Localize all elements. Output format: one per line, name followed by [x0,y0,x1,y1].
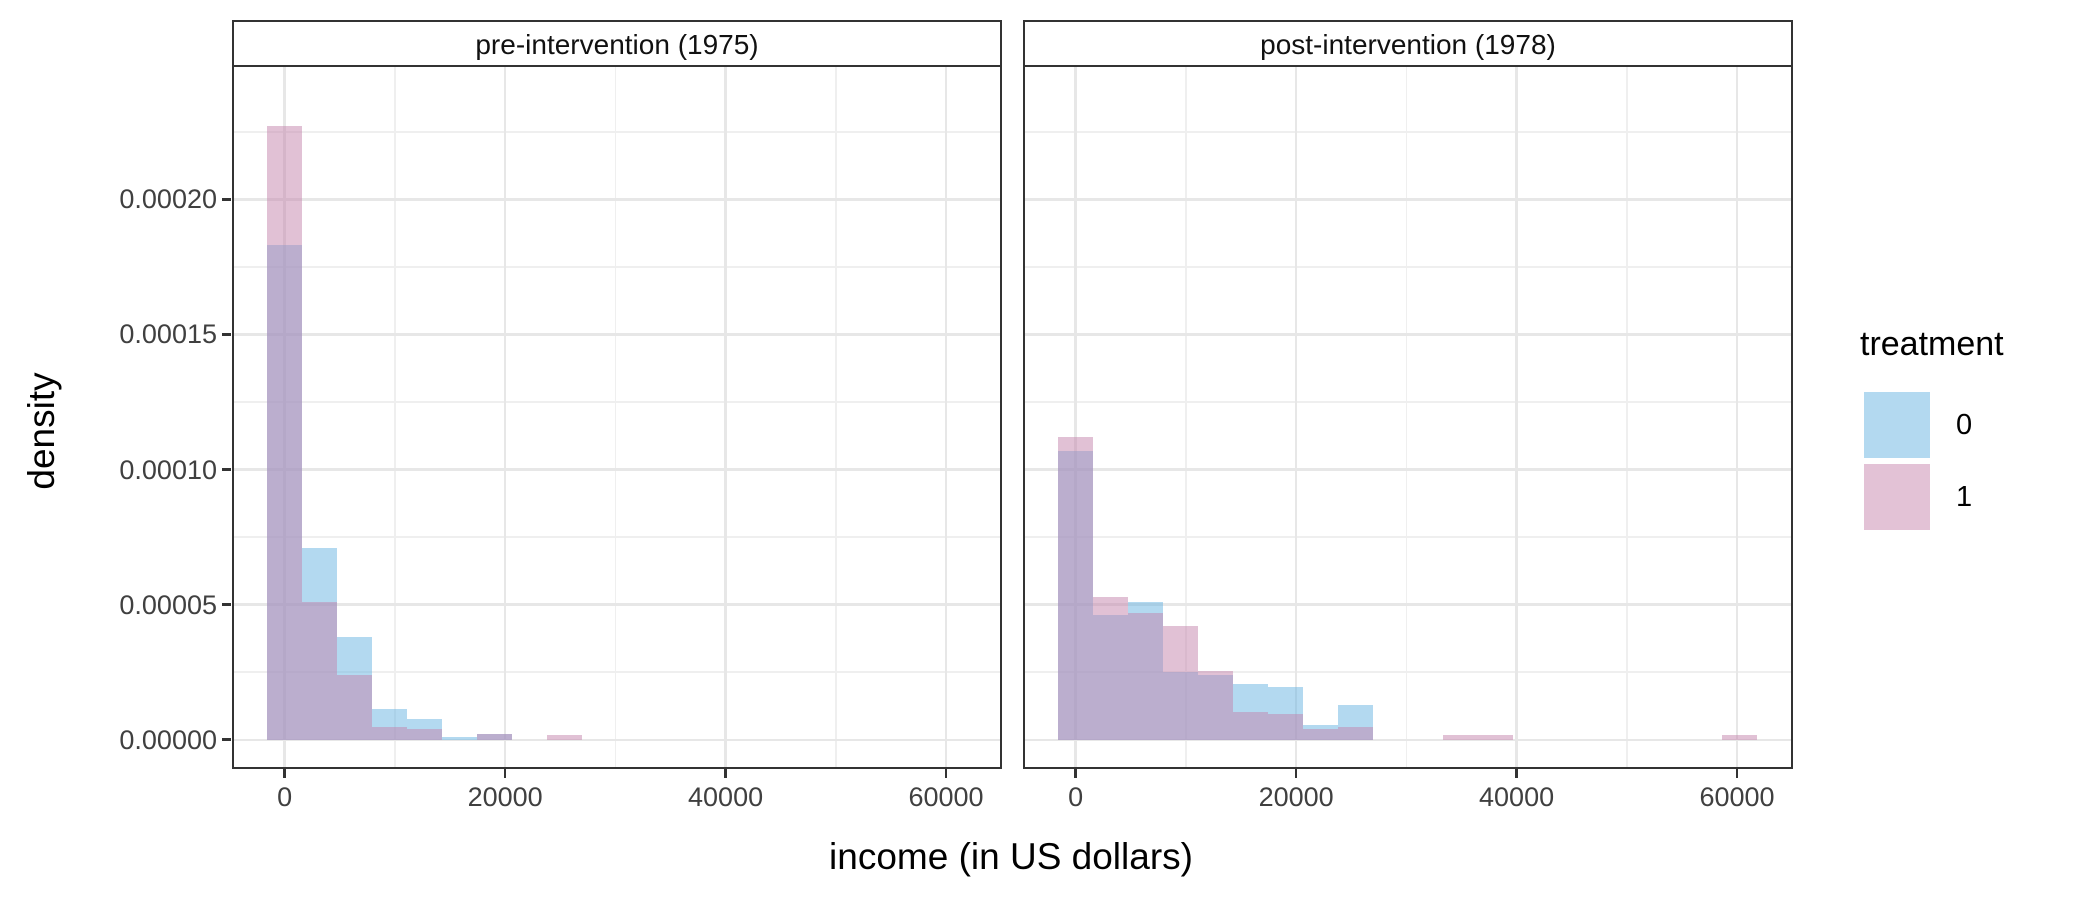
x-major-gridline [1294,67,1298,767]
x-minor-gridline [614,67,617,767]
y-axis-tick-label: 0.00015 [119,319,217,350]
y-major-gridline [1025,603,1791,606]
y-axis-tick [222,333,231,336]
histogram-bar-treatment-1 [546,734,582,740]
y-minor-gridline [1025,131,1791,133]
legend: treatment 0 1 [1856,325,2004,536]
x-axis-tick [1294,769,1298,778]
x-axis-tick-label: 60000 [1699,782,1775,812]
histogram-bar-treatment-1 [1722,735,1758,740]
x-axis-tick-label: 20000 [1258,782,1334,812]
y-major-gridline [1025,738,1791,741]
y-minor-gridline [234,131,1000,133]
histogram-bar-treatment-0 [442,737,477,740]
x-major-gridline [1515,67,1518,767]
x-axis-tick [283,769,286,778]
x-axis-tick [503,769,507,778]
x-axis-tick-label: 20000 [467,782,543,812]
x-major-gridline [1735,67,1739,767]
y-minor-gridline [1025,266,1791,268]
x-axis-tick-label: 0 [277,782,293,812]
histogram-bar-treatment-1 [1233,711,1268,740]
facet-strip-pre-intervention: pre-intervention (1975) [232,20,1002,69]
legend-swatch-treatment-1 [1864,464,1930,530]
x-axis-tick-label: 40000 [688,782,764,812]
x-minor-gridline [834,67,837,767]
y-major-gridline [1025,198,1791,201]
x-axis-tick [944,769,948,778]
y-axis-tick [222,198,231,201]
histogram-bar-treatment-1 [1058,437,1094,740]
histogram-bar-treatment-1 [476,734,512,740]
histogram-bar-treatment-1 [1337,727,1373,740]
x-major-gridline [1074,67,1077,767]
histogram-bar-treatment-1 [1163,626,1199,740]
x-axis-tick [724,769,727,778]
y-axis-tick-label: 0.00005 [119,589,217,620]
y-axis-tick [222,468,231,471]
x-minor-gridline [1185,67,1187,767]
histogram-bar-treatment-1 [372,727,408,740]
histogram-bar-treatment-1 [1477,735,1513,740]
y-minor-gridline [234,266,1000,268]
x-axis-tick [1515,769,1518,778]
x-axis-tick-label: 40000 [1479,782,1555,812]
plot-panel-post-intervention [1023,65,1793,769]
y-axis-tick [222,603,231,606]
x-axis-tick [1074,769,1077,778]
histogram-bar-treatment-1 [1302,728,1338,740]
x-axis-tick-label: 0 [1068,782,1084,812]
y-axis-tick-label: 0.00010 [119,454,217,485]
x-major-gridline [724,67,727,767]
y-axis-title: density [21,372,62,490]
x-minor-gridline [1405,67,1408,767]
y-major-gridline [1025,333,1791,336]
legend-title: treatment [1860,325,2004,363]
legend-label-treatment-0: 0 [1956,408,1973,441]
x-axis-title: income (in US dollars) [829,836,1193,877]
y-axis-tick [222,738,231,741]
legend-entry-treatment-1: 1 [1864,464,2004,530]
y-minor-gridline [234,536,1000,538]
y-minor-gridline [1025,401,1791,403]
x-minor-gridline [394,67,396,767]
histogram-bar-treatment-1 [1093,596,1129,740]
x-axis-tick [1735,769,1739,778]
histogram-bar-treatment-1 [407,728,442,740]
histogram-bar-treatment-1 [337,674,373,740]
histogram-bar-treatment-1 [1198,671,1233,740]
y-axis-tick-label: 0.00020 [119,184,217,215]
legend-swatch-treatment-0 [1864,392,1930,458]
y-minor-gridline [234,671,1000,673]
y-minor-gridline [1025,671,1791,673]
y-major-gridline [234,198,1000,201]
plot-panel-pre-intervention [232,65,1002,769]
legend-entry-treatment-0: 0 [1864,392,2004,458]
legend-label-treatment-1: 1 [1956,480,1973,513]
y-major-gridline [234,603,1000,606]
histogram-bar-treatment-1 [1267,713,1303,740]
x-major-gridline [503,67,507,767]
y-major-gridline [234,468,1000,471]
facet-strip-post-intervention: post-intervention (1978) [1023,20,1793,69]
x-minor-gridline [1625,67,1628,767]
y-major-gridline [234,738,1000,741]
y-major-gridline [1025,468,1791,471]
histogram-bar-treatment-1 [1442,735,1478,740]
y-minor-gridline [234,401,1000,403]
x-major-gridline [944,67,948,767]
histogram-bar-treatment-1 [267,126,303,740]
histogram-bar-treatment-1 [1128,612,1164,740]
y-major-gridline [234,333,1000,336]
x-axis-tick-label: 60000 [908,782,984,812]
y-minor-gridline [1025,536,1791,538]
y-axis-tick-label: 0.00000 [119,724,217,755]
histogram-bar-treatment-1 [302,601,338,740]
